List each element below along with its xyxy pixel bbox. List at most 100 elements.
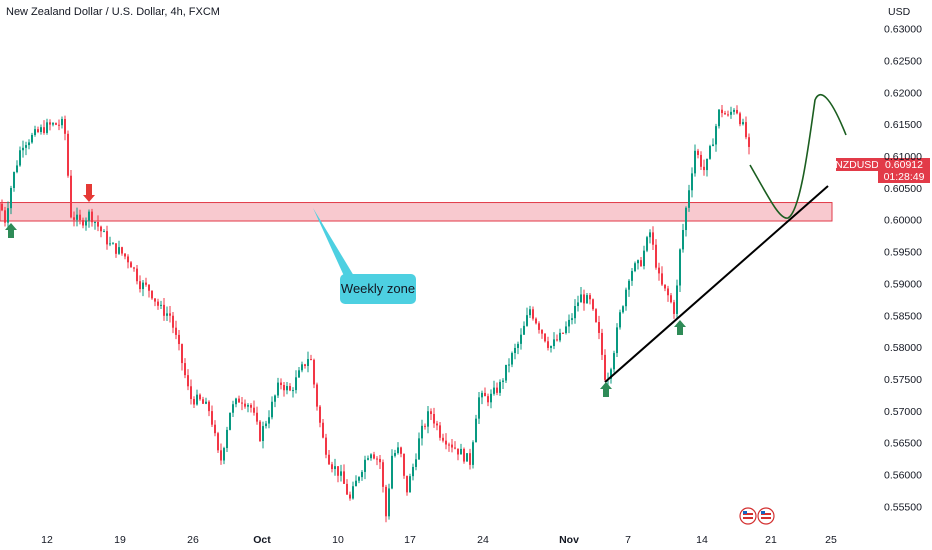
- bull-candle: [421, 425, 423, 439]
- bull-candle: [247, 404, 249, 407]
- bear-candle: [343, 471, 345, 484]
- bear-candle: [49, 122, 51, 125]
- bear-candle: [349, 494, 351, 499]
- bear-candle: [148, 284, 150, 291]
- bull-candle: [25, 145, 27, 148]
- bull-candle: [493, 387, 495, 394]
- bear-candle: [37, 129, 39, 132]
- bear-candle: [190, 386, 192, 400]
- y-tick-label: 0.59500: [884, 247, 922, 259]
- bear-candle: [289, 386, 291, 391]
- bull-candle: [715, 126, 717, 145]
- bull-candle: [622, 306, 624, 313]
- bear-candle: [322, 422, 324, 438]
- bear-candle: [133, 267, 135, 269]
- bull-candle: [109, 243, 111, 245]
- x-tick-label: 10: [332, 534, 344, 546]
- bear-candle: [430, 411, 432, 415]
- bear-candle: [445, 440, 447, 445]
- event-flag-canton: [761, 511, 765, 514]
- bull-candle: [22, 147, 24, 151]
- bull-candle: [712, 144, 714, 147]
- bear-candle: [592, 299, 594, 310]
- bear-candle: [310, 359, 312, 361]
- bear-candle: [67, 133, 69, 176]
- bull-candle: [364, 459, 366, 472]
- down-arrow-icon: [83, 184, 95, 202]
- bear-candle: [97, 221, 99, 227]
- bear-candle: [1, 203, 3, 211]
- bear-candle: [214, 424, 216, 434]
- bear-candle: [283, 384, 285, 391]
- bear-candle: [4, 210, 6, 223]
- bear-candle: [496, 387, 498, 393]
- x-tick-label: Oct: [253, 534, 271, 546]
- bull-candle: [730, 111, 732, 115]
- x-tick-label: 26: [187, 534, 199, 546]
- bear-candle: [457, 448, 459, 455]
- bear-candle: [79, 214, 81, 221]
- bear-candle: [589, 295, 591, 300]
- bull-candle: [76, 214, 78, 220]
- bull-candle: [706, 158, 708, 171]
- bull-candle: [355, 480, 357, 487]
- event-flag-canton: [743, 511, 747, 514]
- x-tick-label: 19: [114, 534, 126, 546]
- bull-candle: [742, 122, 744, 125]
- bear-candle: [73, 217, 75, 220]
- weekly-zone-callout: [340, 274, 416, 304]
- bear-candle: [376, 458, 378, 460]
- bull-candle: [307, 359, 309, 366]
- bear-candle: [373, 454, 375, 459]
- bull-candle: [301, 364, 303, 371]
- bear-candle: [82, 220, 84, 226]
- bear-candle: [64, 118, 66, 134]
- bear-candle: [55, 123, 57, 125]
- bear-candle: [244, 403, 246, 407]
- bear-candle: [595, 309, 597, 323]
- bear-candle: [673, 302, 675, 314]
- bull-candle: [16, 165, 18, 173]
- bull-candle: [412, 466, 414, 477]
- bear-candle: [328, 454, 330, 465]
- bull-candle: [733, 109, 735, 112]
- bear-candle: [583, 294, 585, 304]
- y-tick-label: 0.63000: [884, 24, 922, 36]
- bear-candle: [484, 392, 486, 397]
- bear-candle: [562, 332, 564, 334]
- bear-candle: [379, 458, 381, 463]
- bear-candle: [406, 475, 408, 493]
- bull-candle: [340, 471, 342, 476]
- event-flag-stripe: [743, 517, 753, 519]
- bear-candle: [136, 268, 138, 282]
- y-tick-label: 0.62500: [884, 56, 922, 68]
- bull-candle: [388, 488, 390, 517]
- bull-candle: [523, 325, 525, 335]
- bear-candle: [304, 364, 306, 366]
- bear-candle: [325, 437, 327, 455]
- x-tick-label: Nov: [559, 534, 579, 546]
- trendline: [604, 185, 829, 383]
- bull-candle: [514, 347, 516, 354]
- y-tick-label: 0.55500: [884, 501, 922, 513]
- bull-candle: [418, 438, 420, 460]
- bull-candle: [619, 312, 621, 328]
- bull-candle: [205, 401, 207, 404]
- x-tick-label: 17: [404, 534, 416, 546]
- bull-candle: [520, 334, 522, 344]
- x-tick-label: 24: [477, 534, 489, 546]
- price-tag: [878, 158, 930, 183]
- bear-candle: [433, 414, 435, 424]
- event-flag-stripe: [761, 517, 771, 519]
- bull-candle: [577, 302, 579, 307]
- bear-candle: [202, 399, 204, 404]
- bull-candle: [565, 326, 567, 333]
- bull-candle: [691, 173, 693, 191]
- bull-candle: [232, 404, 234, 413]
- bear-candle: [241, 402, 243, 404]
- bear-candle: [670, 295, 672, 303]
- bull-candle: [718, 109, 720, 127]
- y-tick-label: 0.60500: [884, 183, 922, 195]
- bear-candle: [652, 232, 654, 245]
